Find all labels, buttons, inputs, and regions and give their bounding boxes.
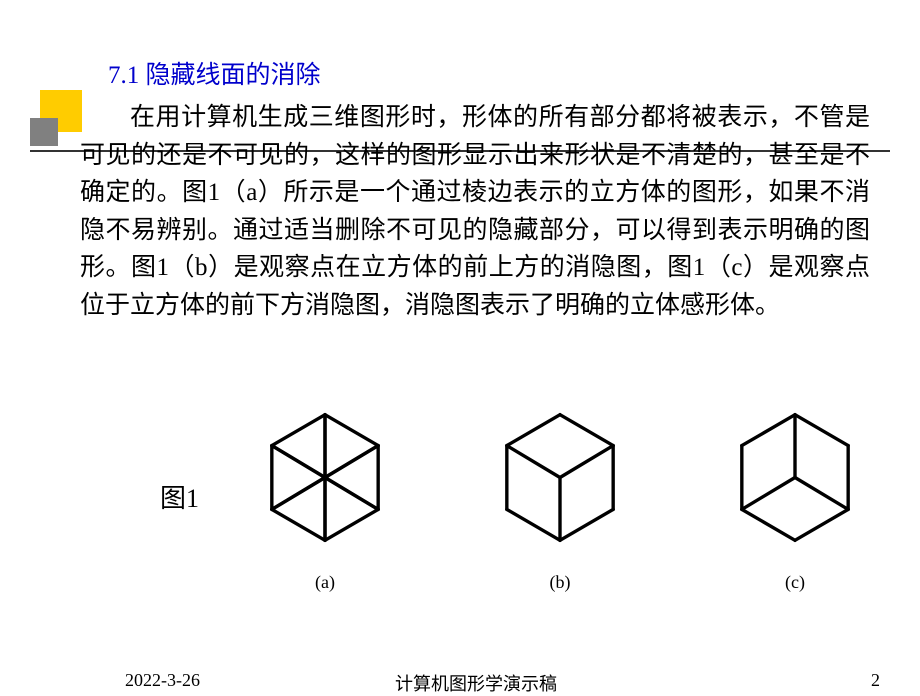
cube-a-label: (a) [315, 572, 335, 593]
cube-b-label: (b) [550, 572, 571, 593]
section-title: 7.1 隐藏线面的消除 [108, 55, 870, 91]
section-title-text: 隐藏线面的消除 [146, 62, 321, 89]
cube-b-item: (b) [490, 405, 630, 593]
section-number: 7.1 [108, 62, 139, 89]
cube-a-item: (a) [255, 405, 395, 593]
figure-container: 图1 (a) (b) (c) [80, 400, 870, 630]
body-paragraph: 在用计算机生成三维图形时，形体的所有部分都将被表示，不管是可见的还是不可见的，这… [80, 99, 870, 324]
gray-square-decoration [30, 118, 58, 146]
cube-c-hidden [725, 405, 865, 550]
content-area: 7.1 隐藏线面的消除 在用计算机生成三维图形时，形体的所有部分都将被表示，不管… [80, 55, 870, 324]
cubes-row: (a) (b) (c) [255, 405, 865, 593]
figure-main-label: 图1 [160, 478, 199, 515]
footer-title: 计算机图形学演示稿 [395, 670, 557, 696]
cube-c-label: (c) [785, 572, 805, 593]
footer-page-number: 2 [871, 670, 880, 691]
cube-c-item: (c) [725, 405, 865, 593]
footer-date: 2022-3-26 [125, 670, 200, 691]
cube-b-hidden [490, 405, 630, 550]
cube-a-wireframe [255, 405, 395, 550]
